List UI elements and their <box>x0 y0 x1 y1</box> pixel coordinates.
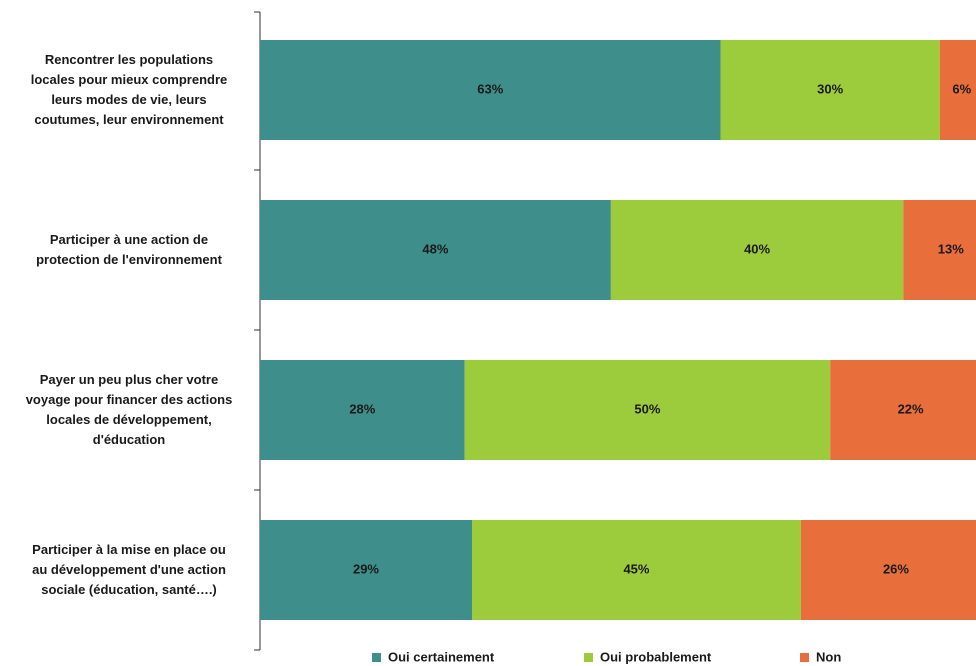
category-label: Rencontrer les populations locales pour … <box>30 52 228 127</box>
category-label: Participer à la mise en place ou au déve… <box>32 542 226 597</box>
category-label: Payer un peu plus cher votre voyage pour… <box>25 372 233 447</box>
bar-segment <box>903 200 976 300</box>
bar-segment <box>260 40 721 140</box>
bar-segment <box>260 360 465 460</box>
bar-segment <box>610 200 904 300</box>
value-label: 22% <box>898 401 924 416</box>
value-label: 63% <box>477 81 503 96</box>
value-label: 48% <box>422 241 448 256</box>
bar-segment <box>260 200 611 300</box>
value-label: 26% <box>883 561 909 576</box>
value-label: 50% <box>634 401 660 416</box>
bar-segment <box>939 40 976 140</box>
value-label: 45% <box>623 561 649 576</box>
legend-label: Oui certainement <box>388 649 495 664</box>
legend-label: Oui probablement <box>600 649 712 664</box>
bar-segment <box>720 40 940 140</box>
bar-segment <box>830 360 976 460</box>
legend-swatch <box>584 653 593 662</box>
value-label: 28% <box>349 401 375 416</box>
bar-segment <box>471 520 801 620</box>
category-label: Participer à une action de protection de… <box>36 232 222 267</box>
bar-segment <box>800 520 976 620</box>
value-label: 29% <box>353 561 379 576</box>
value-label: 30% <box>817 81 843 96</box>
legend-label: Non <box>816 649 841 664</box>
bar-segment <box>260 520 472 620</box>
value-label: 6% <box>952 81 971 96</box>
legend-swatch <box>372 653 381 662</box>
value-label: 40% <box>744 241 770 256</box>
bar-segment <box>464 360 831 460</box>
legend-swatch <box>800 653 809 662</box>
value-label: 13% <box>938 241 964 256</box>
